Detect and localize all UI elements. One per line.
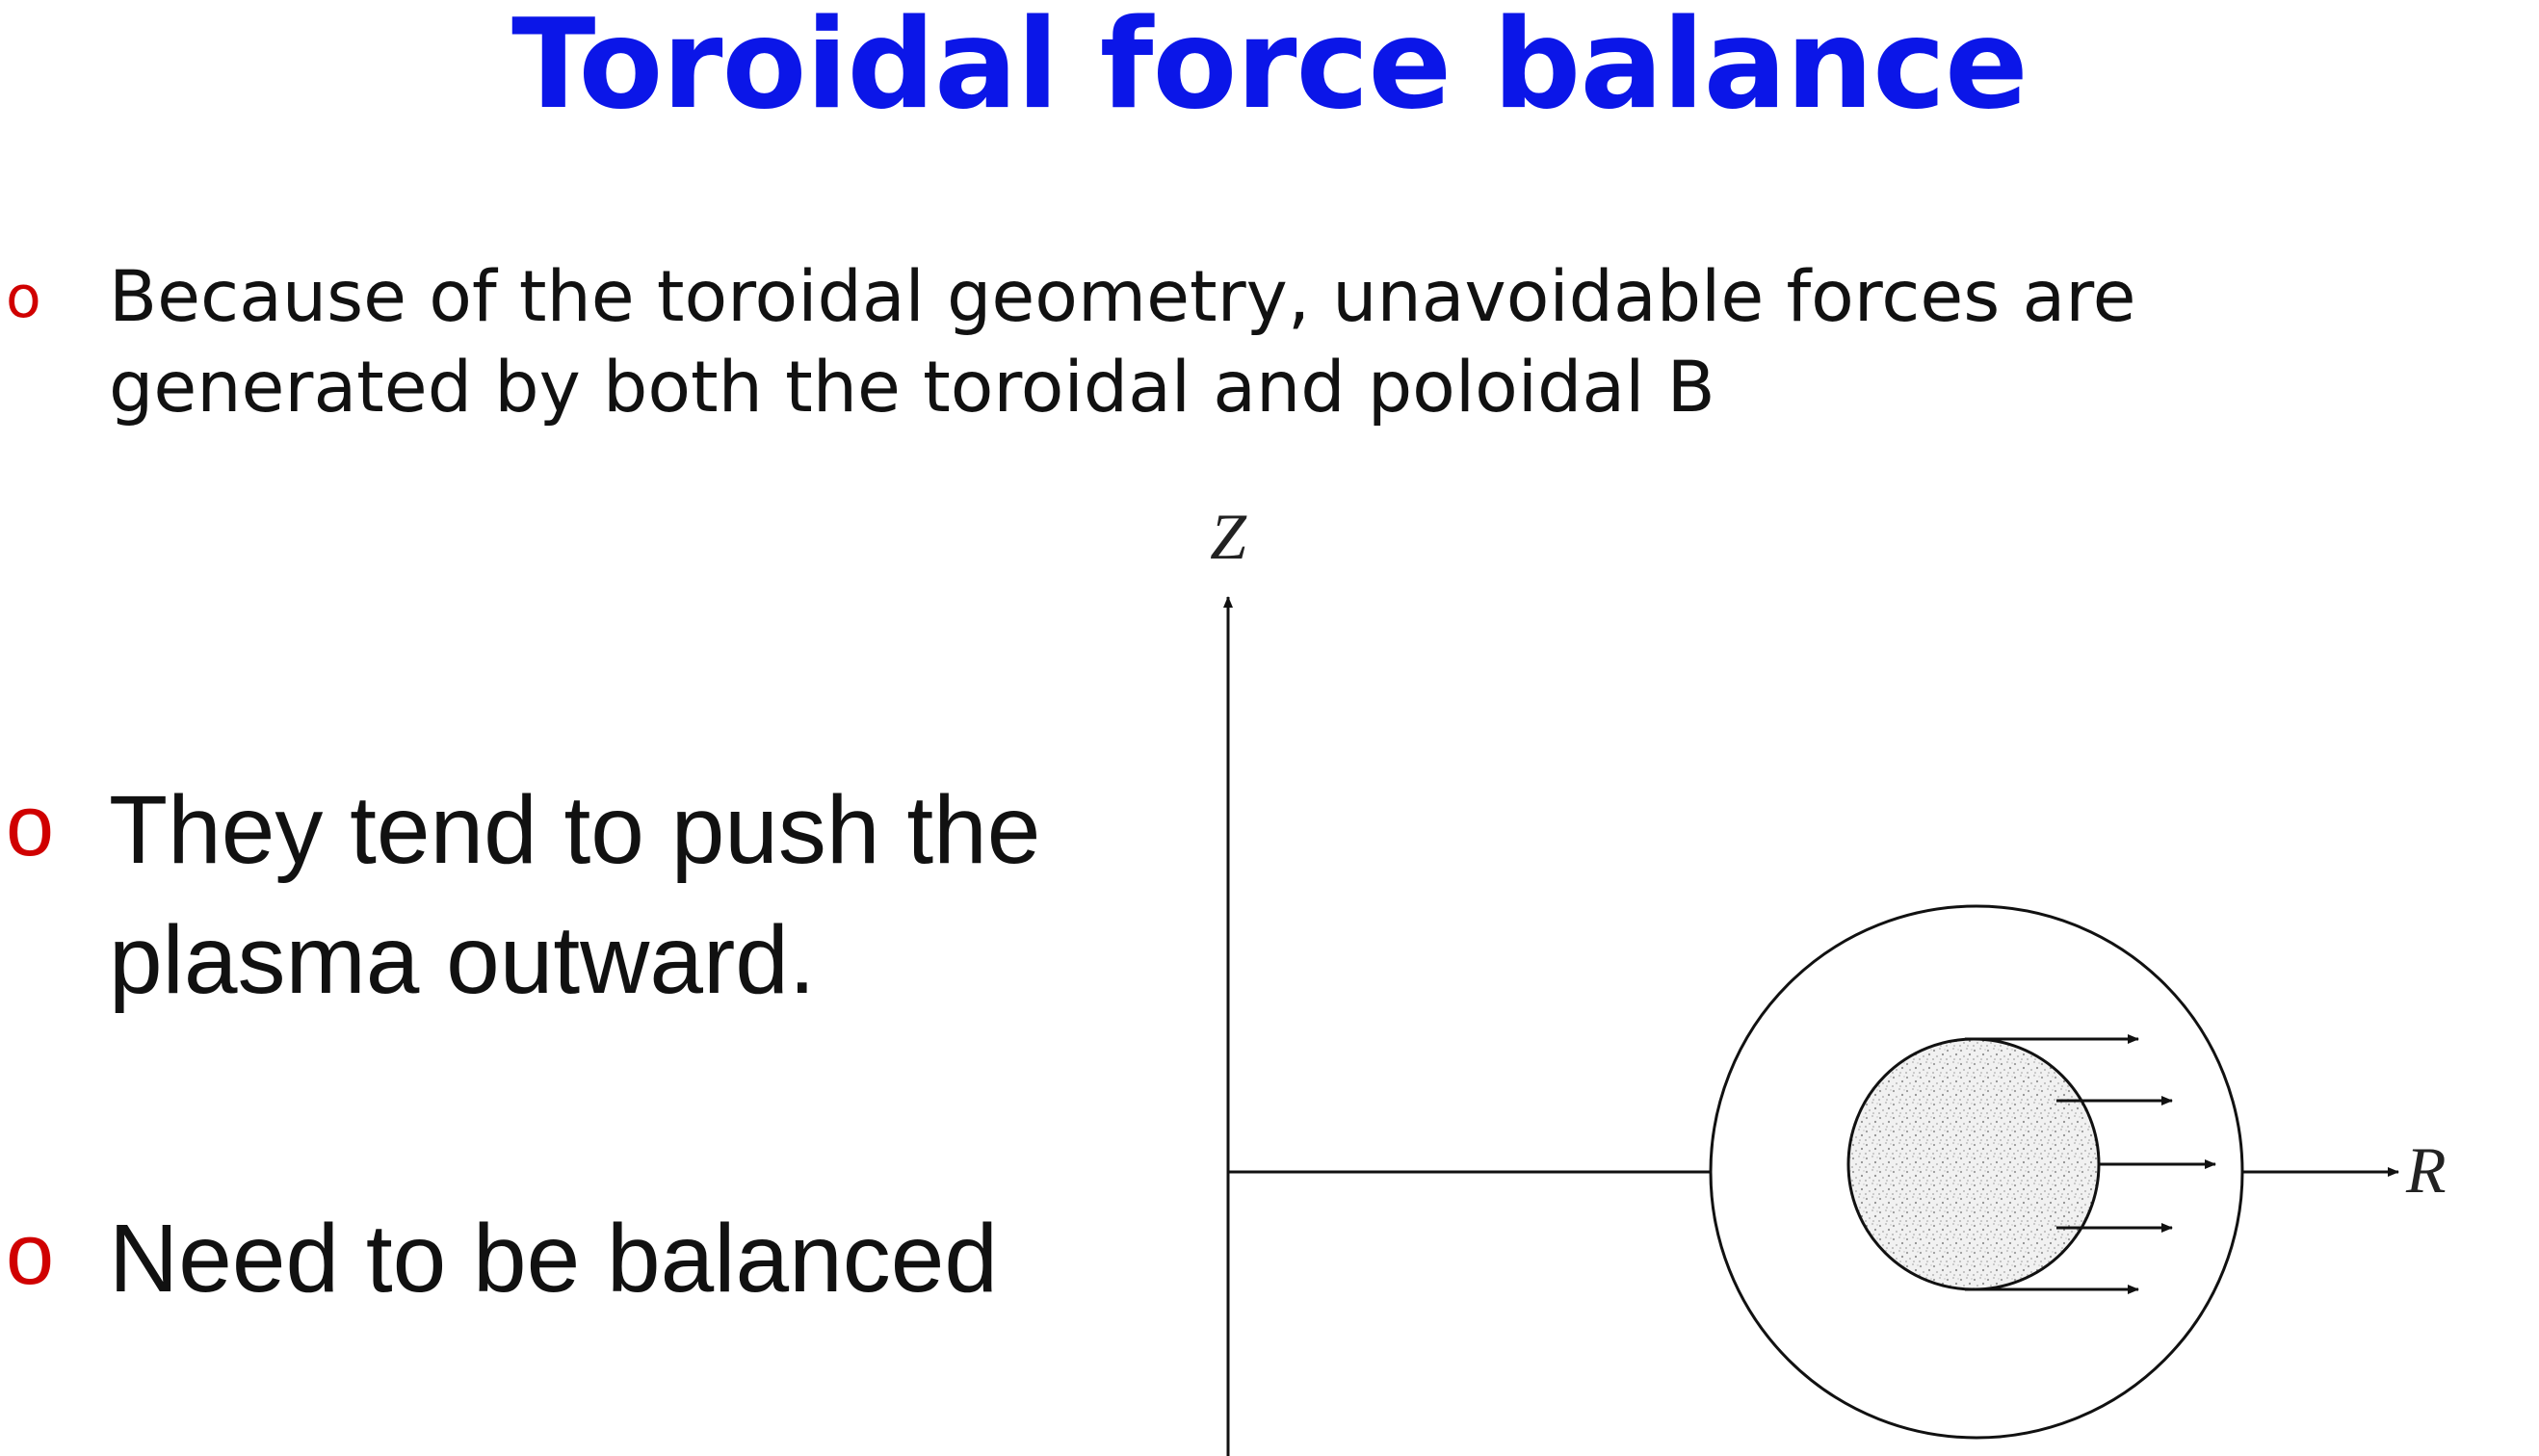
r-axis-label: R xyxy=(2405,1133,2447,1207)
slide-title: Toroidal force balance xyxy=(511,0,2029,137)
bullet-push-outward: o They tend to push the plasma outward. xyxy=(0,766,1156,1026)
bullet-toroidal-geometry: o Because of the toroidal geometry, unav… xyxy=(0,252,2312,433)
outer-circle xyxy=(1709,904,2244,1440)
bullet-text: They tend to push the plasma outward. xyxy=(109,776,1041,1014)
force-arrows xyxy=(1965,1034,2216,1294)
bullet-text: Need to be balanced xyxy=(109,1205,998,1313)
bullet-marker: o xyxy=(6,264,41,331)
plasma-cross-section xyxy=(1846,1037,2101,1291)
toroidal-force-diagram: Z R xyxy=(1210,500,2447,1456)
z-axis-label: Z xyxy=(1210,500,1247,573)
bullet-marker: o xyxy=(6,1207,55,1303)
bullet-need-balanced: o Need to be balanced xyxy=(0,1194,1156,1324)
bullet-text: Because of the toroidal geometry, unavoi… xyxy=(109,256,2136,429)
bullet-marker: o xyxy=(6,778,55,874)
